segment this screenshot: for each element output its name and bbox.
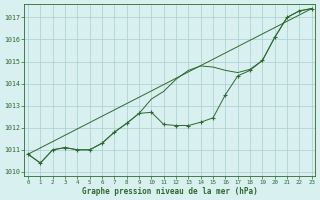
X-axis label: Graphe pression niveau de la mer (hPa): Graphe pression niveau de la mer (hPa): [82, 187, 258, 196]
